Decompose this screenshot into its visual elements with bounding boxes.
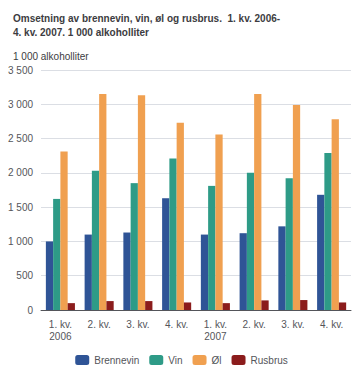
svg-text:4. kv.: 4. kv. (320, 319, 343, 330)
svg-text:1 500: 1 500 (8, 202, 33, 213)
svg-text:2 500: 2 500 (8, 133, 33, 144)
svg-text:2007: 2007 (204, 331, 227, 342)
svg-text:3. kv.: 3. kv. (126, 319, 149, 330)
svg-text:Vin: Vin (168, 355, 182, 366)
svg-text:4. kv. 2007. 1 000 alkohollite: 4. kv. 2007. 1 000 alkoholliter (13, 27, 149, 38)
svg-text:2. kv.: 2. kv. (243, 319, 266, 330)
svg-text:3 500: 3 500 (8, 65, 33, 76)
svg-text:1. kv.: 1. kv. (204, 319, 227, 330)
svg-text:3. kv.: 3. kv. (281, 319, 304, 330)
svg-text:0: 0 (27, 305, 33, 316)
svg-text:2006: 2006 (49, 331, 72, 342)
svg-text:500: 500 (16, 270, 33, 281)
svg-text:Brennevin: Brennevin (94, 355, 139, 366)
svg-text:4. kv.: 4. kv. (165, 319, 188, 330)
svg-text:Øl: Øl (212, 355, 222, 366)
svg-text:Rusbrus: Rusbrus (251, 355, 288, 366)
svg-text:3 000: 3 000 (8, 99, 33, 110)
svg-text:Omsetning av brennevin, vin, ø: Omsetning av brennevin, vin, øl og rusbr… (13, 13, 280, 24)
svg-text:1 000: 1 000 (8, 236, 33, 247)
svg-text:1. kv.: 1. kv. (49, 319, 72, 330)
svg-text:2. kv.: 2. kv. (88, 319, 111, 330)
svg-text:2 000: 2 000 (8, 167, 33, 178)
svg-text:1 000 alkoholliter: 1 000 alkoholliter (13, 51, 89, 62)
